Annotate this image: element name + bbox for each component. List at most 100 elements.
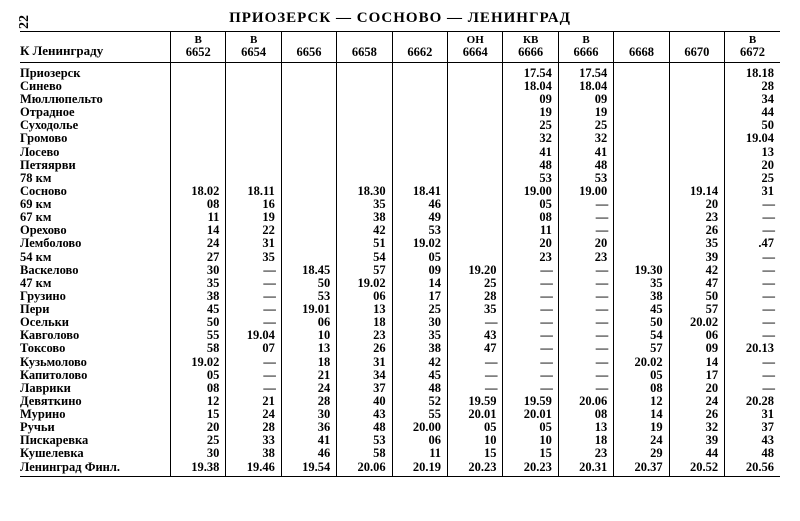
time-cell: 17.54: [558, 62, 613, 80]
train-number: 6664: [463, 45, 488, 59]
time-cell: 05: [171, 369, 226, 382]
time-cell: [171, 172, 226, 185]
time-cell: 20.19: [392, 461, 447, 477]
time-cell: [448, 251, 503, 264]
station-name: 78 км: [20, 172, 171, 185]
time-cell: 48: [392, 382, 447, 395]
time-cell: 13: [281, 342, 336, 355]
time-cell: 18.45: [281, 264, 336, 277]
time-cell: 35: [614, 277, 669, 290]
time-cell: [226, 62, 281, 80]
time-cell: [281, 146, 336, 159]
time-cell: —: [725, 382, 780, 395]
time-cell: 17.54: [503, 62, 558, 80]
time-cell: [281, 62, 336, 80]
time-cell: 08: [614, 382, 669, 395]
time-cell: 54: [337, 251, 392, 264]
time-cell: [281, 211, 336, 224]
time-cell: [614, 132, 669, 145]
time-cell: [337, 80, 392, 93]
time-cell: [669, 93, 724, 106]
time-cell: [226, 106, 281, 119]
station-name: Лаврики: [20, 382, 171, 395]
time-cell: [226, 172, 281, 185]
time-cell: [448, 172, 503, 185]
time-cell: [392, 62, 447, 80]
station-name: Петяярви: [20, 159, 171, 172]
train-number: 6654: [241, 45, 266, 59]
train-header-6668-8: 6668: [614, 32, 669, 63]
time-cell: [281, 172, 336, 185]
time-cell: 34: [337, 369, 392, 382]
time-cell: [281, 80, 336, 93]
train-header-6656-2: 6656: [281, 32, 336, 63]
time-cell: [614, 251, 669, 264]
time-cell: 14: [392, 277, 447, 290]
time-cell: 14: [669, 356, 724, 369]
time-cell: 20.23: [503, 461, 558, 477]
time-cell: [614, 93, 669, 106]
time-cell: 23: [558, 447, 613, 460]
time-cell: 25: [448, 277, 503, 290]
station-name: 47 км: [20, 277, 171, 290]
train-number: 6672: [740, 45, 765, 59]
time-cell: [448, 237, 503, 250]
time-cell: [337, 106, 392, 119]
time-cell: [669, 146, 724, 159]
time-cell: 19.04: [725, 132, 780, 145]
time-cell: 57: [614, 342, 669, 355]
time-cell: 15: [503, 447, 558, 460]
time-cell: 30: [171, 447, 226, 460]
time-cell: [171, 159, 226, 172]
time-cell: 26: [337, 342, 392, 355]
time-cell: 20: [503, 237, 558, 250]
time-cell: [171, 146, 226, 159]
time-cell: [614, 224, 669, 237]
time-cell: 25: [725, 172, 780, 185]
time-cell: 18.18: [725, 62, 780, 80]
time-cell: 09: [669, 342, 724, 355]
time-cell: [281, 251, 336, 264]
time-cell: 53: [503, 172, 558, 185]
train-header-6672-10: В6672: [725, 32, 780, 63]
time-cell: [171, 132, 226, 145]
time-cell: [448, 198, 503, 211]
time-cell: [281, 237, 336, 250]
time-cell: [448, 132, 503, 145]
time-cell: [614, 237, 669, 250]
time-cell: 53: [558, 172, 613, 185]
time-cell: —: [503, 382, 558, 395]
time-cell: [669, 62, 724, 80]
train-header-6662-4: 6662: [392, 32, 447, 63]
station-name: Лосево: [20, 146, 171, 159]
time-cell: [392, 80, 447, 93]
time-cell: [448, 224, 503, 237]
time-cell: 18: [281, 356, 336, 369]
station-name: Кушелевка: [20, 447, 171, 460]
time-cell: [448, 146, 503, 159]
time-cell: 19.54: [281, 461, 336, 477]
time-cell: [448, 185, 503, 198]
time-cell: [337, 172, 392, 185]
time-cell: 31: [226, 237, 281, 250]
time-cell: 41: [558, 146, 613, 159]
train-header-6652-0: В6652: [171, 32, 226, 63]
time-cell: [337, 119, 392, 132]
time-cell: 20.37: [614, 461, 669, 477]
time-cell: 32: [503, 132, 558, 145]
train-header-6664-5: ОН6664: [448, 32, 503, 63]
time-cell: 42: [669, 264, 724, 277]
time-cell: [337, 62, 392, 80]
time-cell: [337, 146, 392, 159]
station-name: Громово: [20, 132, 171, 145]
time-cell: 46: [281, 447, 336, 460]
time-cell: [614, 159, 669, 172]
time-cell: 48: [503, 159, 558, 172]
time-cell: [669, 132, 724, 145]
time-cell: [669, 172, 724, 185]
time-cell: 20.52: [669, 461, 724, 477]
train-number: 6666: [574, 45, 599, 59]
time-cell: 37: [337, 382, 392, 395]
time-cell: 19.20: [448, 264, 503, 277]
time-cell: 15: [448, 447, 503, 460]
